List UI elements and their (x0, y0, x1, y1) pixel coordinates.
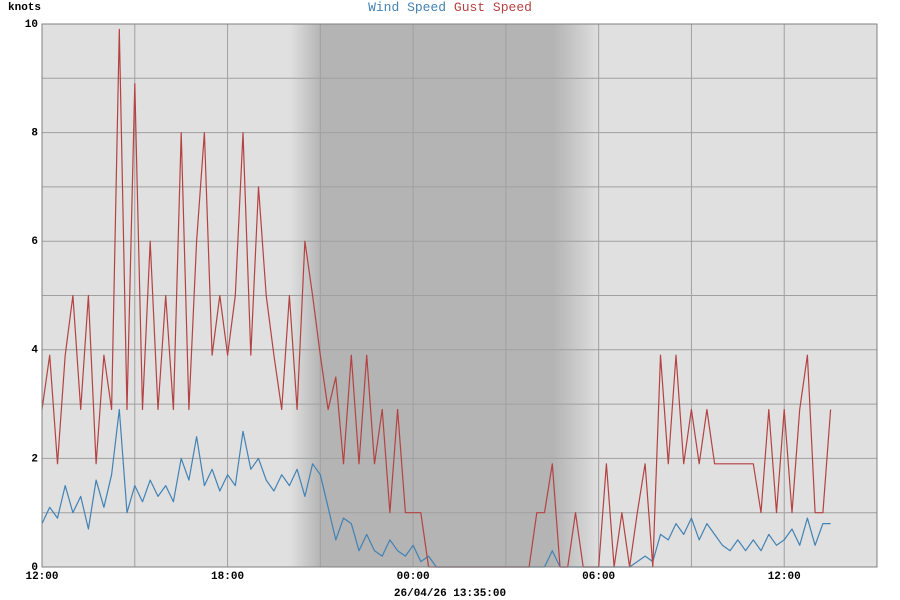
legend-entry: Wind Speed (368, 0, 446, 15)
y-tick-label: 2 (31, 453, 38, 465)
legend-entry: Gust Speed (454, 0, 532, 15)
x-tick-label: 06:00 (582, 571, 615, 583)
y-tick-label: 10 (25, 19, 38, 31)
x-tick-label: 18:00 (211, 571, 244, 583)
legend: Wind Speed Gust Speed (368, 0, 532, 15)
x-tick-label: 12:00 (768, 571, 801, 583)
x-tick-label: 12:00 (25, 571, 58, 583)
y-axis-label: knots (8, 2, 41, 14)
x-axis-label: 26/04/26 13:35:00 (394, 588, 506, 600)
plot-frame (41, 23, 878, 568)
y-tick-label: 6 (31, 236, 38, 248)
y-tick-label: 8 (31, 128, 38, 140)
x-tick-label: 00:00 (397, 571, 430, 583)
y-tick-label: 4 (31, 345, 38, 357)
y-tick-label: 0 (31, 562, 38, 574)
